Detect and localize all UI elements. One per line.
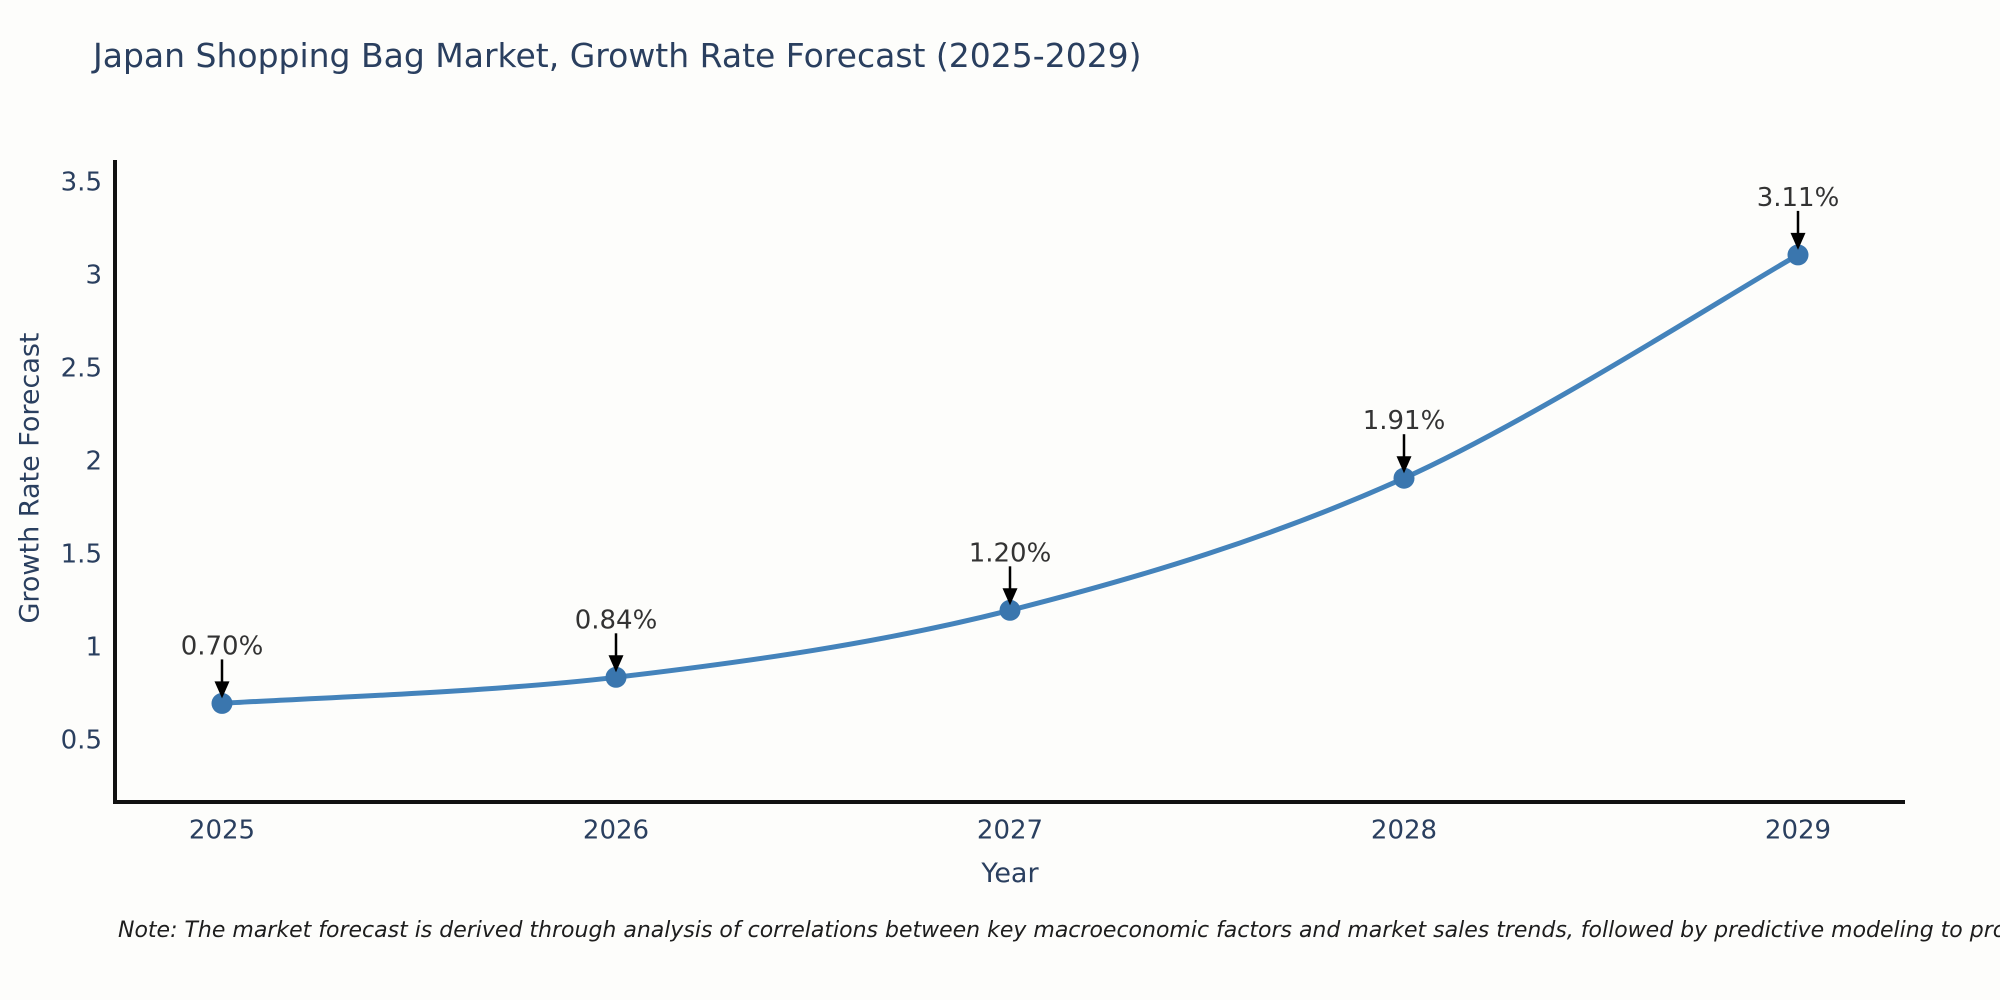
y-axis-tick-label: 1 [85,633,102,663]
y-axis-tick-label: 3.5 [61,167,102,197]
data-point-marker [1787,244,1809,266]
chart-title: Japan Shopping Bag Market, Growth Rate F… [93,36,1142,75]
annotation-arrowhead [1002,588,1018,606]
point-annotation-label: 3.11% [1757,183,1840,213]
y-axis-tick-label: 2 [85,446,102,476]
x-axis-tick-label: 2028 [1371,815,1437,845]
annotation-arrowhead [214,681,230,699]
y-axis-tick-label: 0.5 [61,726,102,756]
data-point-marker [1393,467,1415,489]
data-point-marker [999,599,1021,621]
y-axis-tick-label: 3 [85,260,102,290]
data-point-marker [605,666,627,688]
footnote-text: Note: The market forecast is derived thr… [118,918,2000,943]
y-axis-tick-label: 1.5 [61,540,102,570]
x-axis-tick-label: 2029 [1765,815,1831,845]
annotation-arrowhead [608,655,624,673]
annotation-arrowhead [1396,456,1412,474]
x-axis-tick-label: 2027 [977,815,1043,845]
y-axis-tick-label: 2.5 [61,353,102,383]
point-annotation-label: 1.91% [1363,406,1446,436]
x-axis-tick-label: 2025 [189,815,255,845]
point-annotation-label: 1.20% [969,538,1052,568]
data-point-marker [211,692,233,714]
trend-line [219,252,1801,706]
point-annotation-label: 0.70% [181,631,264,661]
x-axis-title: Year [981,858,1039,889]
x-axis-tick-label: 2026 [583,815,649,845]
point-annotation-label: 0.84% [575,605,658,635]
annotation-arrowhead [1790,232,1806,250]
